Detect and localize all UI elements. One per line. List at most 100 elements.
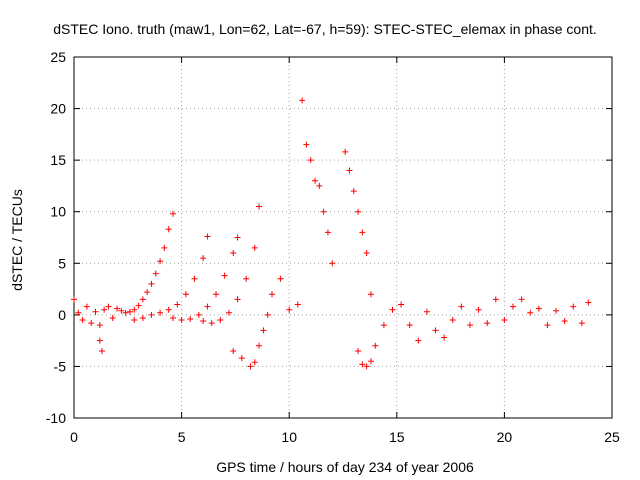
data-point xyxy=(161,244,168,251)
data-point xyxy=(484,320,491,327)
data-point xyxy=(157,258,164,265)
data-point xyxy=(105,303,112,310)
data-point xyxy=(169,314,176,321)
data-point xyxy=(213,291,220,298)
data-point xyxy=(247,363,254,370)
data-point xyxy=(329,260,336,267)
data-point xyxy=(200,318,207,325)
y-tick-label: 20 xyxy=(50,101,66,117)
data-point xyxy=(118,307,125,314)
data-point xyxy=(268,291,275,298)
data-point xyxy=(346,167,353,174)
data-point xyxy=(501,317,508,324)
data-point xyxy=(135,302,142,309)
data-point xyxy=(165,226,172,233)
x-tick-label: 25 xyxy=(604,429,620,445)
data-point xyxy=(286,306,293,313)
data-point xyxy=(174,301,181,308)
data-point xyxy=(359,361,366,368)
data-point xyxy=(71,296,77,303)
data-point xyxy=(101,306,108,313)
data-point xyxy=(561,318,568,325)
data-point xyxy=(415,337,422,344)
data-point xyxy=(139,296,146,303)
data-point xyxy=(372,342,379,349)
x-tick-label: 5 xyxy=(178,429,186,445)
data-point xyxy=(350,188,357,195)
data-point xyxy=(294,301,301,308)
data-point xyxy=(355,347,362,354)
x-tick-label: 10 xyxy=(281,429,297,445)
data-point xyxy=(398,301,405,308)
data-point xyxy=(187,315,194,322)
data-point xyxy=(243,275,250,282)
data-point xyxy=(342,148,349,155)
y-tick-label: 0 xyxy=(58,307,66,323)
data-point xyxy=(178,317,185,324)
data-point xyxy=(307,157,314,164)
chart-title: dSTEC Iono. truth (maw1, Lon=62, Lat=-67… xyxy=(53,21,597,37)
data-point xyxy=(535,305,542,312)
y-tick-label: 10 xyxy=(50,204,66,220)
data-point xyxy=(441,334,448,341)
data-point xyxy=(152,270,159,277)
data-point xyxy=(139,314,146,321)
data-point xyxy=(131,306,138,313)
data-point xyxy=(475,306,482,313)
data-point xyxy=(79,317,86,324)
data-point xyxy=(256,203,263,210)
data-point xyxy=(527,309,534,316)
x-tick-label: 20 xyxy=(497,429,513,445)
data-point xyxy=(221,272,228,279)
data-point xyxy=(204,303,211,310)
data-point xyxy=(299,97,306,104)
x-tick-label: 0 xyxy=(70,429,78,445)
data-point xyxy=(251,244,258,251)
data-point xyxy=(277,275,284,282)
data-point xyxy=(96,337,103,344)
y-tick-label: 15 xyxy=(50,152,66,168)
data-point xyxy=(88,320,95,327)
data-point xyxy=(380,322,387,329)
data-point xyxy=(75,309,82,316)
data-point xyxy=(256,342,263,349)
data-point xyxy=(316,182,323,189)
data-point xyxy=(204,233,211,240)
y-tick-label: 5 xyxy=(58,255,66,271)
data-point xyxy=(449,317,456,324)
data-point xyxy=(234,296,241,303)
y-tick-label: 25 xyxy=(50,49,66,65)
data-point xyxy=(148,280,155,287)
data-point xyxy=(312,177,319,184)
data-point xyxy=(217,317,224,324)
data-point xyxy=(458,303,465,310)
data-point xyxy=(96,322,103,329)
grid xyxy=(74,57,612,418)
data-point xyxy=(191,275,198,282)
data-point xyxy=(324,229,331,236)
data-point xyxy=(122,309,129,316)
data-point xyxy=(466,322,473,329)
data-point xyxy=(510,303,517,310)
data-point xyxy=(251,359,258,366)
y-tick-label: -10 xyxy=(46,410,66,426)
data-point xyxy=(230,249,237,256)
y-axis-label: dSTEC / TECUs xyxy=(9,189,25,291)
data-point xyxy=(165,306,172,313)
data-point xyxy=(126,308,133,315)
data-point xyxy=(578,320,585,327)
data-point xyxy=(320,208,327,215)
data-point xyxy=(570,303,577,310)
data-point xyxy=(157,309,164,316)
data-point xyxy=(406,322,413,329)
plot-frame xyxy=(73,56,613,419)
data-point xyxy=(169,210,176,217)
data-point xyxy=(195,311,202,318)
y-tick-label: -5 xyxy=(54,358,67,374)
data-point xyxy=(238,355,245,362)
data-point xyxy=(389,306,396,313)
data-point xyxy=(544,322,551,329)
data-point xyxy=(92,308,99,315)
data-point xyxy=(109,314,116,321)
data-point xyxy=(264,311,271,318)
